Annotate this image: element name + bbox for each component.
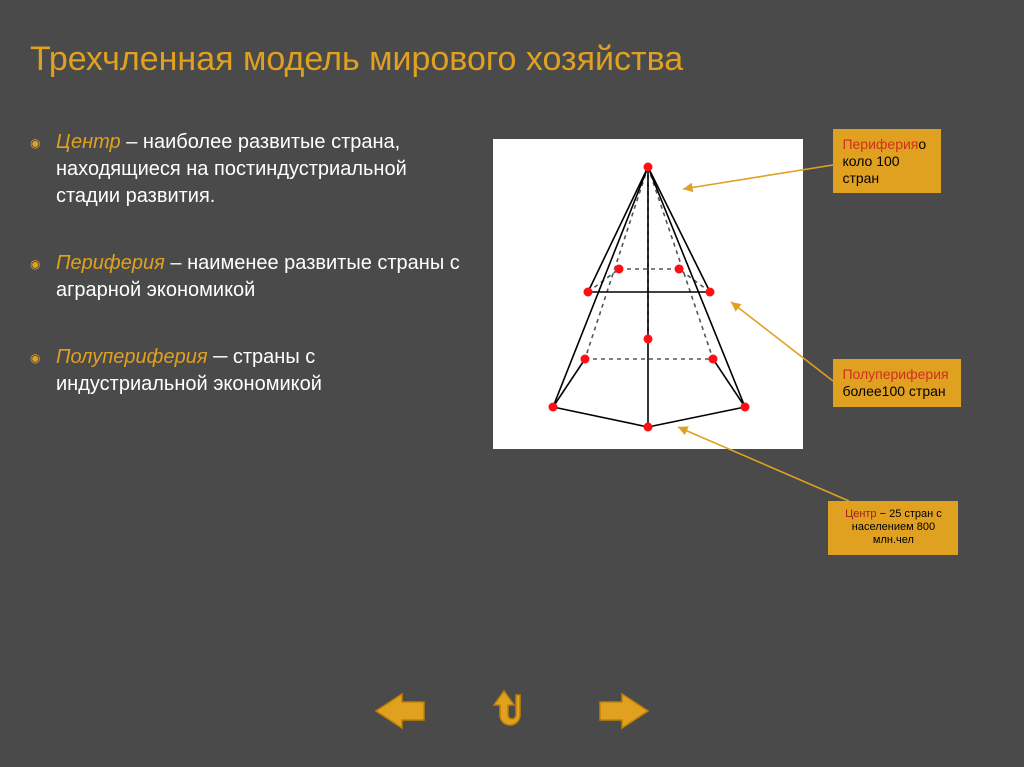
content-area: ◉ Центр – наиболее развитые страна, нахо… xyxy=(0,109,1024,449)
pyramid-diagram xyxy=(493,139,803,449)
bullet-semiperiphery: ◉ Полупериферия ─ страны с индустриально… xyxy=(30,344,463,398)
bullet-periphery: ◉ Периферия – наименее развитые страны с… xyxy=(30,250,463,304)
callout-highlight: Полупериферия xyxy=(842,366,948,382)
return-button[interactable] xyxy=(488,687,536,735)
arrow-right-icon xyxy=(596,690,652,732)
next-button[interactable] xyxy=(596,690,652,732)
bullet-term: Периферия xyxy=(56,252,165,274)
nav-row xyxy=(0,687,1024,735)
bullet-marker-icon: ◉ xyxy=(30,129,56,210)
arrow-left-icon xyxy=(372,690,428,732)
prev-button[interactable] xyxy=(372,690,428,732)
bullet-marker-icon: ◉ xyxy=(30,344,56,398)
callout-center: Центр − 25 стран с населением 800 млн.че… xyxy=(828,501,958,555)
bullet-list: ◉ Центр – наиболее развитые страна, нахо… xyxy=(30,129,473,449)
callout-semiperiphery: Полупериферия более100 стран xyxy=(833,359,961,407)
pyramid-svg xyxy=(493,139,803,449)
callout-periphery: Периферияо коло 100 стран xyxy=(833,129,941,193)
bullet-marker-icon: ◉ xyxy=(30,250,56,304)
u-turn-icon xyxy=(488,687,536,735)
callout-highlight: Центр xyxy=(845,508,877,520)
diagram-region: Периферияо коло 100 стран Полупериферия б… xyxy=(473,129,994,449)
bullet-term: Центр xyxy=(56,131,121,153)
callout-text: более100 стран xyxy=(842,383,945,399)
bullet-center: ◉ Центр – наиболее развитые страна, нахо… xyxy=(30,129,463,210)
bullet-term: Полупериферия xyxy=(56,346,208,368)
slide-title: Трехчленная модель мирового хозяйства xyxy=(0,0,1024,109)
callout-highlight: Периферия xyxy=(842,136,918,152)
